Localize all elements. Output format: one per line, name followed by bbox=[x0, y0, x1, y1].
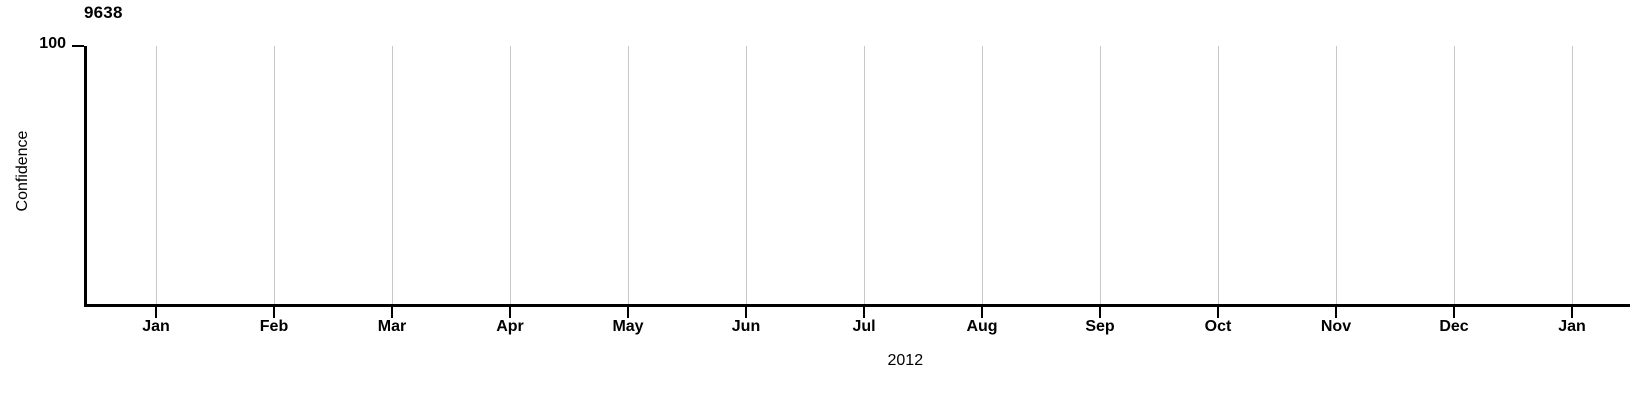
x-tick-mark bbox=[391, 307, 393, 318]
x-tick-label: May bbox=[612, 318, 644, 335]
x-tick-label: Jan bbox=[142, 318, 170, 335]
x-axis-caption: 2012 bbox=[887, 352, 924, 369]
gridline-vertical bbox=[392, 46, 393, 304]
x-tick-label: Nov bbox=[1320, 318, 1352, 335]
gridline-vertical bbox=[1454, 46, 1455, 304]
x-tick-mark bbox=[627, 307, 629, 318]
gridline-vertical bbox=[746, 46, 747, 304]
x-tick-label: Mar bbox=[377, 318, 407, 335]
gridline-vertical bbox=[274, 46, 275, 304]
x-tick-mark bbox=[1453, 307, 1455, 318]
gridline-vertical bbox=[1100, 46, 1101, 304]
x-axis-line bbox=[84, 304, 1630, 307]
x-tick-label: Aug bbox=[966, 318, 998, 335]
x-tick-mark bbox=[745, 307, 747, 318]
x-tick-mark bbox=[273, 307, 275, 318]
x-tick-label: Jan bbox=[1558, 318, 1586, 335]
x-tick-label: Jun bbox=[731, 318, 761, 335]
x-tick-mark bbox=[1571, 307, 1573, 318]
gridline-vertical bbox=[1572, 46, 1573, 304]
gridline-vertical bbox=[510, 46, 511, 304]
x-tick-label: Oct bbox=[1204, 318, 1232, 335]
y-tick-mark bbox=[72, 45, 84, 47]
x-tick-mark bbox=[509, 307, 511, 318]
x-tick-label: Jul bbox=[852, 318, 876, 335]
x-tick-mark bbox=[1217, 307, 1219, 318]
x-tick-mark bbox=[1335, 307, 1337, 318]
y-axis-title: Confidence bbox=[14, 130, 31, 212]
y-tick-label: 100 bbox=[39, 35, 66, 52]
gridline-vertical bbox=[864, 46, 865, 304]
x-tick-mark bbox=[863, 307, 865, 318]
gridline-vertical bbox=[156, 46, 157, 304]
gridline-vertical bbox=[1218, 46, 1219, 304]
gridline-vertical bbox=[982, 46, 983, 304]
x-tick-label: Dec bbox=[1439, 318, 1469, 335]
chart-title: 9638 bbox=[84, 3, 123, 22]
x-tick-mark bbox=[1099, 307, 1101, 318]
gridline-vertical bbox=[1336, 46, 1337, 304]
x-tick-label: Feb bbox=[259, 318, 289, 335]
x-tick-mark bbox=[155, 307, 157, 318]
gridline-vertical bbox=[628, 46, 629, 304]
x-tick-mark bbox=[981, 307, 983, 318]
x-tick-label: Sep bbox=[1085, 318, 1115, 335]
y-axis-line bbox=[84, 46, 87, 304]
x-tick-label: Apr bbox=[496, 318, 524, 335]
